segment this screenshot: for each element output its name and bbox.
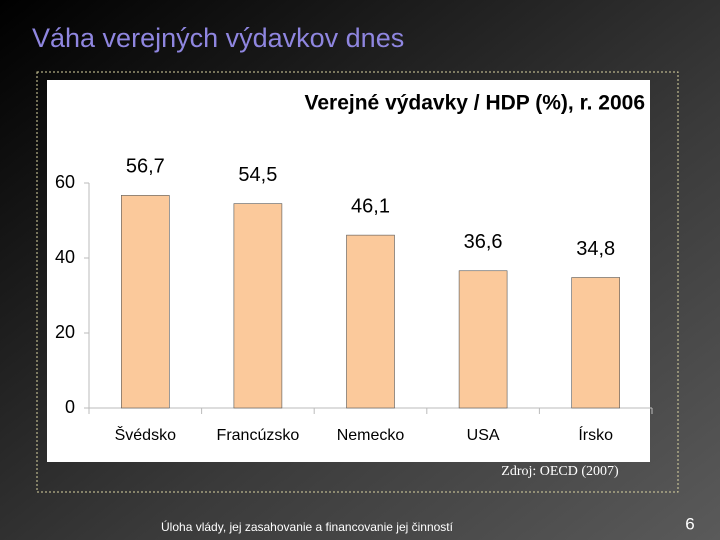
value-label: 34,8 bbox=[576, 238, 615, 260]
value-label: 46,1 bbox=[351, 195, 390, 217]
x-tick-label: Švédsko bbox=[115, 425, 176, 444]
footer: Úloha vlády, jej zasahovanie a financova… bbox=[161, 519, 454, 534]
slide-title: Váha verejných výdavkov dnes bbox=[32, 23, 404, 53]
value-label: 56,7 bbox=[126, 156, 165, 178]
page-number: 6 bbox=[685, 514, 694, 533]
bar bbox=[571, 277, 621, 409]
y-tick-label: 60 bbox=[55, 172, 75, 192]
value-label: 54,5 bbox=[238, 164, 277, 186]
bar bbox=[121, 195, 170, 409]
frame bbox=[36, 71, 679, 493]
x-tick-label: Írsko bbox=[578, 425, 613, 444]
bar bbox=[346, 234, 395, 409]
chart-title: Verejné výdavky / HDP (%), r. 2006 bbox=[305, 92, 645, 115]
source: Zdroj: OECD (2007) bbox=[501, 464, 619, 479]
y-tick-label: 0 bbox=[65, 397, 75, 417]
y-tick-label: 40 bbox=[55, 247, 75, 267]
x-tick-label: Francúzsko bbox=[217, 427, 300, 444]
bar bbox=[233, 203, 283, 409]
bar bbox=[458, 270, 508, 409]
y-tick-label: 20 bbox=[55, 322, 75, 342]
value-label: 36,6 bbox=[464, 231, 503, 253]
x-tick-label: USA bbox=[467, 427, 500, 444]
x-tick-label: Nemecko bbox=[337, 427, 405, 444]
